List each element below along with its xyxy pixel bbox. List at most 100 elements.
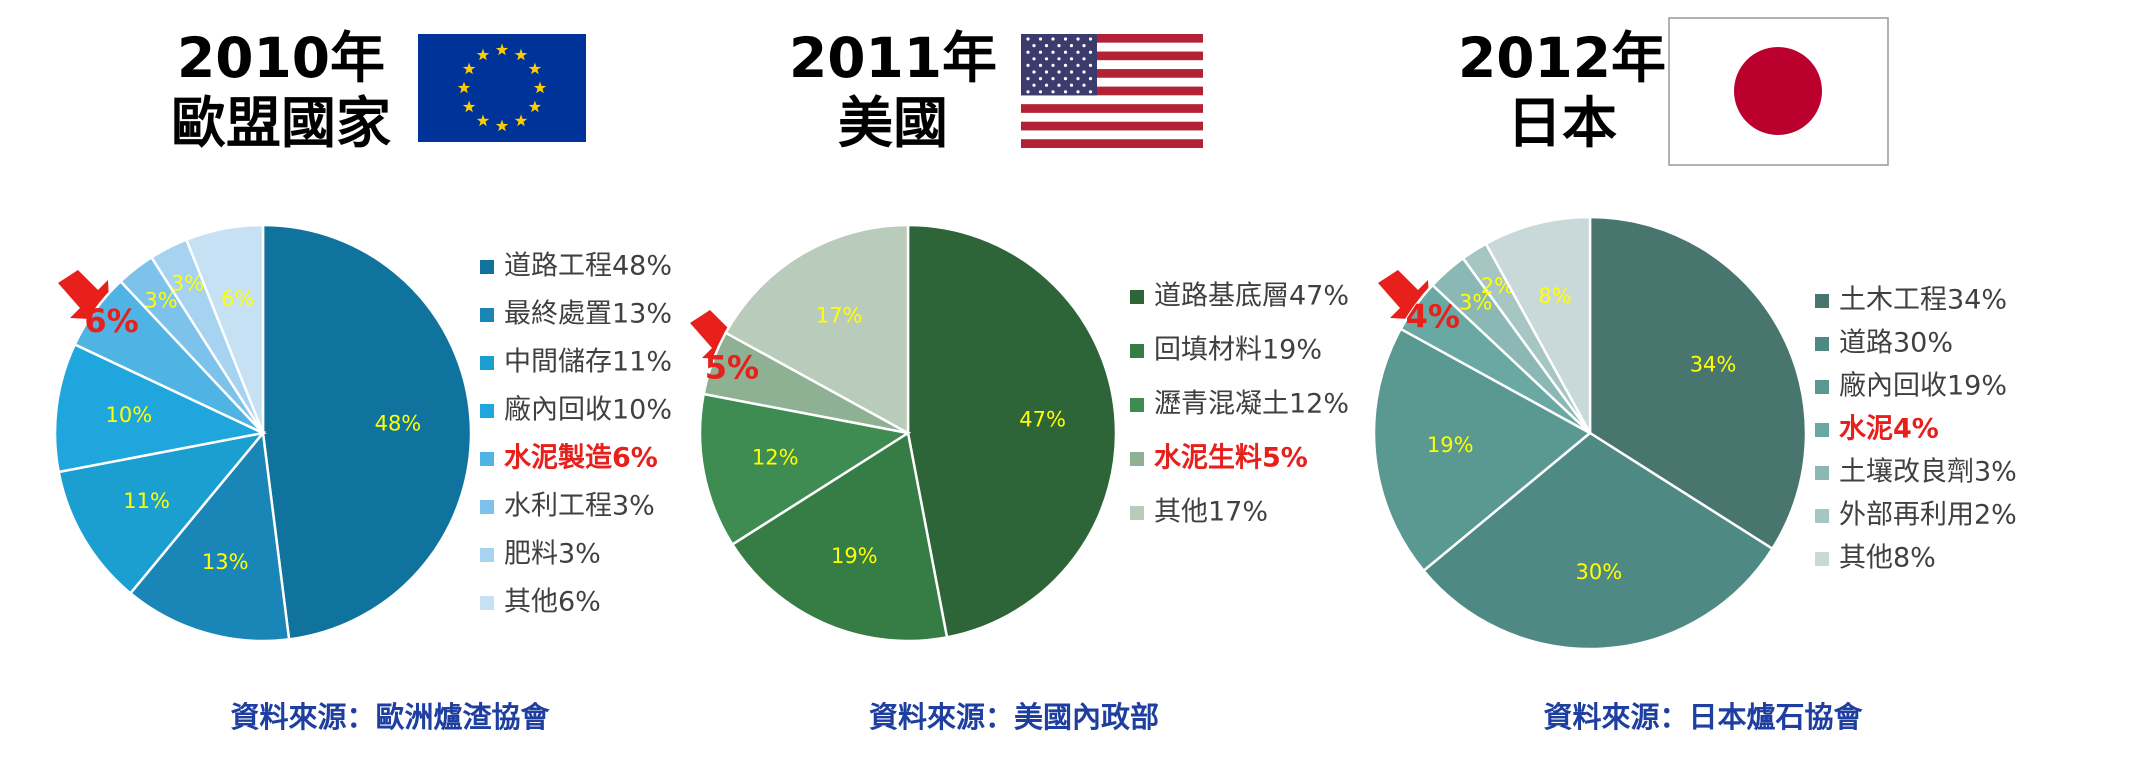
us-star bbox=[1069, 70, 1074, 74]
pie-slice bbox=[1372, 327, 1593, 573]
chart-title: 2010年 bbox=[177, 26, 385, 90]
us-stripe bbox=[1021, 77, 1203, 87]
us-star bbox=[1057, 44, 1061, 48]
legend-swatch bbox=[480, 548, 494, 562]
us-stripe bbox=[1021, 69, 1203, 78]
source: 資料來源：日本爐石協會 bbox=[1543, 700, 1863, 734]
pie-slice bbox=[1484, 215, 1592, 434]
legend-label: 道路30% bbox=[1839, 328, 1953, 359]
us-star bbox=[1044, 57, 1049, 61]
pie-slice bbox=[1421, 431, 1775, 651]
eu-star bbox=[528, 100, 542, 113]
eu-star bbox=[495, 43, 509, 56]
data-label: 19% bbox=[1427, 433, 1474, 457]
us-star bbox=[1038, 63, 1043, 67]
legend-swatch bbox=[480, 356, 494, 370]
us-stripe bbox=[1021, 51, 1203, 61]
us-star bbox=[1038, 50, 1043, 54]
us-stripe bbox=[1021, 104, 1203, 113]
us-star bbox=[1026, 37, 1030, 41]
us-star bbox=[1044, 83, 1049, 87]
legend-label: 肥料3% bbox=[504, 539, 601, 570]
us-star bbox=[1076, 37, 1080, 41]
us-star bbox=[1082, 70, 1086, 74]
legend-label: 土木工程34% bbox=[1839, 285, 2007, 316]
legend-swatch bbox=[480, 308, 494, 322]
pie-slice bbox=[730, 430, 949, 643]
us-star bbox=[1057, 57, 1061, 61]
flags bbox=[418, 17, 1889, 166]
us-star bbox=[1032, 70, 1036, 74]
legend-swatch bbox=[1130, 398, 1144, 412]
legend-label: 廠內回收10% bbox=[504, 395, 672, 426]
us-star bbox=[1076, 77, 1080, 81]
pie-slice bbox=[128, 429, 291, 643]
us-star bbox=[1088, 90, 1093, 94]
eu-star bbox=[462, 62, 476, 75]
us-star bbox=[1088, 63, 1093, 67]
data-label: 6% bbox=[84, 302, 138, 340]
eu-star bbox=[457, 81, 471, 94]
legend-swatch bbox=[1130, 290, 1144, 304]
us-star bbox=[1088, 77, 1093, 81]
legend-label: 道路基底層47% bbox=[1154, 281, 1349, 312]
legend-swatch bbox=[1815, 337, 1829, 351]
legend-swatch bbox=[1815, 466, 1829, 480]
legend-label: 道路工程48% bbox=[504, 251, 672, 282]
us-star bbox=[1063, 50, 1068, 54]
us-star bbox=[1038, 77, 1043, 81]
us-star bbox=[1038, 90, 1043, 94]
eu-star bbox=[462, 100, 476, 113]
pie-slice bbox=[261, 223, 473, 641]
data-label: 10% bbox=[106, 403, 153, 427]
us-star bbox=[1082, 83, 1086, 87]
pie-slice bbox=[53, 342, 268, 474]
us-stripe bbox=[1021, 42, 1203, 52]
legend-swatch bbox=[480, 596, 494, 610]
us-star bbox=[1076, 90, 1080, 94]
us-star bbox=[1026, 90, 1030, 94]
us-star bbox=[1026, 63, 1030, 67]
data-label: 3% bbox=[171, 272, 204, 296]
us-star bbox=[1069, 57, 1074, 61]
us-star bbox=[1051, 37, 1055, 41]
legend-label: 其他6% bbox=[504, 587, 601, 618]
us-stripe bbox=[1021, 130, 1203, 140]
chart-subtitle: 美國 bbox=[838, 91, 948, 155]
us-stripe bbox=[1021, 121, 1203, 131]
us-star bbox=[1088, 37, 1093, 41]
legend-swatch bbox=[1815, 509, 1829, 523]
us-star bbox=[1088, 50, 1093, 54]
us-star bbox=[1063, 37, 1068, 41]
data-label: 4% bbox=[1406, 298, 1460, 336]
eu-star bbox=[495, 119, 509, 132]
us-star bbox=[1026, 50, 1030, 54]
chart-title: 2012年 bbox=[1458, 26, 1666, 90]
us-star bbox=[1057, 83, 1061, 87]
legend-swatch bbox=[1815, 552, 1829, 566]
us-stripe bbox=[1021, 112, 1203, 122]
data-label: 3% bbox=[1459, 290, 1492, 314]
legend-label: 最終處置13% bbox=[504, 299, 672, 330]
jp-sun bbox=[1734, 47, 1822, 135]
us-star bbox=[1063, 90, 1068, 94]
legend-swatch bbox=[480, 260, 494, 274]
legend-swatch bbox=[1130, 344, 1144, 358]
us-stripe bbox=[1021, 60, 1203, 70]
chart-title: 2011年 bbox=[789, 26, 997, 90]
us-star bbox=[1057, 70, 1061, 74]
eu-star bbox=[514, 114, 528, 127]
data-label: 6% bbox=[221, 287, 254, 311]
legend-swatch bbox=[480, 452, 494, 466]
legend-label: 其他17% bbox=[1154, 497, 1268, 528]
us-star bbox=[1032, 83, 1036, 87]
us-star bbox=[1026, 77, 1030, 81]
eu-star bbox=[514, 48, 528, 61]
pie-slice bbox=[57, 431, 267, 596]
data-label: 48% bbox=[375, 412, 422, 436]
us-star bbox=[1038, 37, 1043, 41]
us-stripe bbox=[1021, 139, 1203, 148]
us-star bbox=[1051, 90, 1055, 94]
us-star bbox=[1044, 70, 1049, 74]
chart-subtitle: 歐盟國家 bbox=[171, 91, 391, 155]
